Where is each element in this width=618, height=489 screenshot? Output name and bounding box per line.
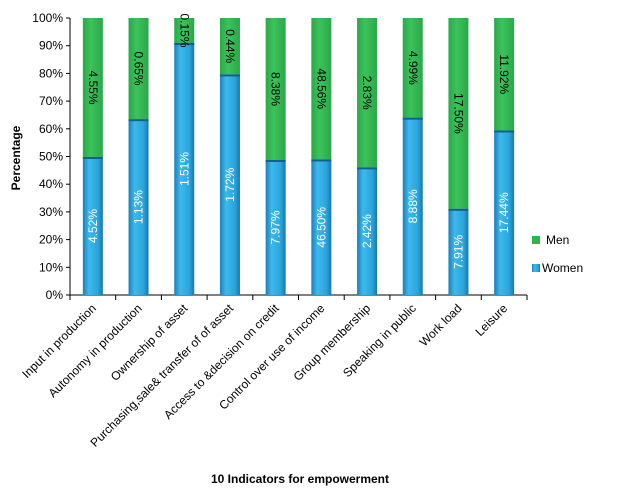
y-tick-label: 70% xyxy=(39,94,63,108)
bar-group: 2.83% 2.42% xyxy=(357,18,378,295)
bars: 4.55% 4.52% 0.65% 1.13% 0.15% 1.51% 0.44% 1.72%… xyxy=(82,13,515,295)
bar-women-top-edge xyxy=(402,117,423,120)
bar-women xyxy=(265,159,286,295)
data-label-men: 0.65% xyxy=(132,52,146,86)
legend-swatch-women xyxy=(532,264,540,272)
bar-group: 4.55% 4.52% xyxy=(82,18,103,295)
bar-women-top-edge xyxy=(174,43,195,46)
y-tick-label: 40% xyxy=(39,177,63,191)
bar-women xyxy=(219,74,240,295)
bar-women xyxy=(357,167,378,295)
x-tick-label: Work load xyxy=(417,301,465,349)
y-tick-label: 20% xyxy=(39,233,63,247)
legend-swatch-men xyxy=(532,236,540,244)
legend: Men Women xyxy=(532,233,583,275)
y-tick-label: 80% xyxy=(39,66,63,80)
bar-group: 0.65% 1.13% xyxy=(128,18,149,295)
legend-item-men: Men xyxy=(532,233,569,247)
data-label-women: 17.44% xyxy=(497,192,511,233)
bar-men xyxy=(494,18,515,131)
data-label-men: 0.44% xyxy=(223,29,237,63)
bar-men xyxy=(265,18,286,160)
y-tick-label: 10% xyxy=(39,260,63,274)
bar-group: 17.50% 7.91% xyxy=(448,18,469,295)
bar-women xyxy=(311,159,332,295)
bar-men xyxy=(311,18,332,160)
data-label-women: 7.97% xyxy=(269,210,283,244)
bar-group: 4.99% 8.88% xyxy=(402,18,423,295)
bar-women-top-edge xyxy=(82,156,103,159)
bar-women xyxy=(128,119,149,295)
y-tick-label: 0% xyxy=(46,288,64,302)
bar-women xyxy=(448,208,469,295)
data-label-women: 1.13% xyxy=(132,190,146,224)
data-label-men: 48.56% xyxy=(314,68,328,109)
bar-men xyxy=(219,18,240,75)
legend-label-women: Women xyxy=(542,261,583,275)
bar-women xyxy=(494,130,515,295)
y-axis-title: Percentage xyxy=(9,125,23,190)
data-label-men: 17.50% xyxy=(451,93,465,134)
bar-men xyxy=(402,18,423,118)
y-tick-label: 90% xyxy=(39,39,63,53)
x-axis xyxy=(69,294,528,300)
data-label-women: 1.72% xyxy=(223,167,237,201)
bar-men xyxy=(357,18,378,168)
y-tick-label: 50% xyxy=(39,150,63,164)
y-tick-label: 100% xyxy=(32,11,63,25)
data-label-men: 2.83% xyxy=(360,76,374,110)
bar-women-top-edge xyxy=(494,130,515,133)
legend-label-men: Men xyxy=(546,233,569,247)
data-label-men: 11.92% xyxy=(497,54,511,94)
bar-women xyxy=(82,156,103,295)
bar-men xyxy=(174,18,195,44)
bar-men xyxy=(128,18,149,120)
data-label-men: 4.55% xyxy=(86,70,100,104)
x-axis-title: 10 Indicators for empowerment xyxy=(211,472,389,486)
data-label-men: 4.99% xyxy=(406,51,420,85)
x-tick-label: Group membership xyxy=(291,301,374,384)
bar-group: 8.38% 7.97% xyxy=(265,18,286,295)
bar-women-top-edge xyxy=(311,159,332,162)
y-tick-label: 60% xyxy=(39,122,63,136)
bar-group: 48.56% 46.50% xyxy=(311,18,332,295)
data-label-women: 46.50% xyxy=(314,207,328,248)
bar-group: 0.44% 1.72% xyxy=(219,18,240,295)
bar-women-top-edge xyxy=(357,167,378,170)
data-label-women: 4.52% xyxy=(86,209,100,243)
legend-item-women: Women xyxy=(532,261,583,275)
data-label-men: 8.38% xyxy=(269,72,283,106)
bar-group: 0.15% 1.51% xyxy=(174,13,195,295)
bar-men xyxy=(82,18,103,157)
bar-women-top-edge xyxy=(128,119,149,122)
bar-women xyxy=(174,43,195,295)
data-label-women: 1.51% xyxy=(177,152,191,186)
x-tick-label: Input in production xyxy=(19,301,99,381)
x-tick-label: Leisure xyxy=(473,301,511,339)
bar-women-top-edge xyxy=(448,208,469,211)
data-label-women: 2.42% xyxy=(360,214,374,248)
bar-women-top-edge xyxy=(219,74,240,77)
y-axis: 0% 10% 20% 30% 40% 50% 60% 70% 80% 90% 100% xyxy=(32,11,71,302)
bar-group: 11.92% 17.44% xyxy=(494,18,515,295)
x-tick-label: Ownership of asset xyxy=(108,301,191,384)
data-label-women: 8.88% xyxy=(406,189,420,223)
bar-women-top-edge xyxy=(265,159,286,162)
bar-men xyxy=(448,18,469,209)
data-label-men: 0.15% xyxy=(177,13,191,47)
bar-women xyxy=(402,117,423,295)
y-tick-label: 30% xyxy=(39,205,63,219)
data-label-women: 7.91% xyxy=(451,235,465,269)
